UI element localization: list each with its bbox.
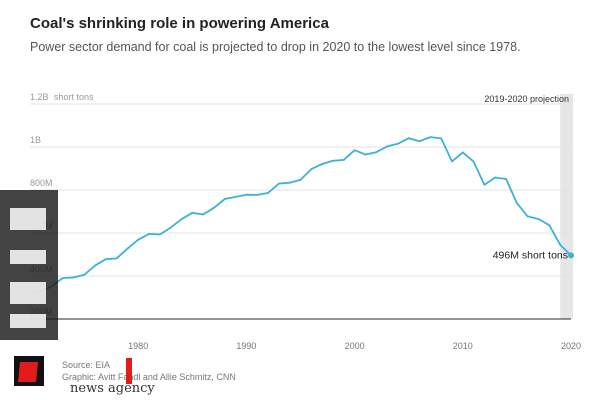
- data-point: [559, 243, 562, 246]
- data-point: [104, 258, 107, 261]
- end-point: [568, 252, 574, 259]
- data-point: [407, 137, 410, 140]
- data-point: [83, 274, 85, 276]
- data-point: [461, 151, 464, 154]
- data-point: [418, 140, 421, 143]
- data-point: [332, 159, 334, 162]
- data-point: [494, 176, 497, 179]
- data-point: [364, 153, 367, 156]
- data-point: [526, 215, 529, 218]
- data-point: [180, 218, 183, 221]
- data-point: [451, 160, 453, 163]
- data-point: [223, 198, 226, 200]
- data-point: [429, 136, 432, 139]
- data-point: [342, 159, 345, 161]
- data-point: [115, 257, 118, 260]
- data-point: [256, 194, 259, 196]
- y-unit-label: short tons: [54, 92, 94, 102]
- x-tick-label: 1980: [128, 341, 148, 351]
- projection-band: [560, 94, 573, 319]
- data-point: [213, 206, 215, 209]
- watermark-logo-strip: [0, 190, 58, 340]
- x-tick-label: 1990: [236, 341, 256, 351]
- data-point: [158, 233, 161, 236]
- data-point: [353, 149, 356, 152]
- end-annotation: 496M short tons: [493, 249, 568, 261]
- data-point: [245, 193, 248, 196]
- data-point: [61, 277, 64, 280]
- x-tick-label: 2000: [345, 341, 365, 351]
- data-point: [267, 192, 269, 194]
- data-point: [386, 145, 388, 148]
- chart-title: Coal's shrinking role in powering Americ…: [30, 15, 329, 32]
- data-point: [126, 247, 129, 250]
- data-point: [516, 202, 518, 205]
- data-point: [288, 181, 291, 184]
- x-tick-label: 2010: [453, 341, 473, 351]
- data-point: [483, 183, 486, 186]
- data-point: [472, 160, 475, 163]
- data-point: [440, 137, 443, 140]
- data-point: [72, 276, 75, 279]
- source-credit: Source: EIA: [62, 360, 111, 370]
- data-point: [234, 195, 237, 198]
- data-point: [137, 238, 140, 241]
- data-point: [396, 142, 399, 145]
- data-point: [310, 168, 313, 171]
- data-point: [299, 178, 302, 181]
- projection-label: 2019-2020 projection: [484, 94, 569, 104]
- chart-subtitle: Power sector demand for coal is projecte…: [30, 40, 521, 54]
- y-tick-label: 1.2B: [30, 92, 49, 102]
- data-point: [191, 211, 194, 214]
- data-point: [94, 264, 96, 267]
- graphic-credit: Graphic: Avitt Fandl and Allie Schmitz, …: [62, 372, 236, 382]
- data-point: [375, 151, 378, 154]
- coal-demand-line: [29, 136, 572, 295]
- watermark-text: news agency: [70, 381, 155, 396]
- data-point: [277, 182, 280, 185]
- data-point: [505, 178, 507, 180]
- watermark-logo: [14, 356, 132, 386]
- data-point: [548, 224, 551, 227]
- data-point: [537, 218, 540, 220]
- data-point: [169, 226, 172, 229]
- y-tick-label: 800M: [30, 178, 53, 188]
- data-point: [148, 232, 150, 235]
- x-tick-label: 2020: [561, 341, 581, 351]
- data-point: [321, 163, 324, 165]
- data-point: [202, 213, 205, 216]
- y-tick-label: 1B: [30, 135, 41, 145]
